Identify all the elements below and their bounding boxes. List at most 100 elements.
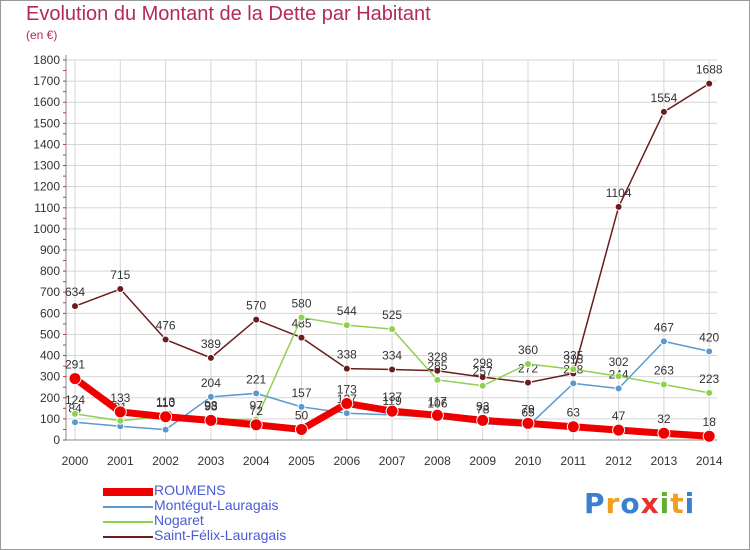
data-point bbox=[614, 384, 623, 393]
data-label: 173 bbox=[337, 382, 357, 396]
x-tick-label: 2000 bbox=[62, 454, 89, 468]
data-point bbox=[524, 360, 532, 368]
data-label: 113 bbox=[156, 395, 175, 409]
data-label: 47 bbox=[612, 409, 626, 423]
brand-letter: o bbox=[620, 487, 641, 520]
legend-swatch-montegut bbox=[103, 506, 153, 508]
y-tick-label: 1800 bbox=[33, 53, 60, 67]
data-label: 1104 bbox=[606, 186, 632, 200]
y-tick-label: 1100 bbox=[34, 201, 60, 215]
x-tick-label: 2002 bbox=[152, 454, 179, 468]
data-point bbox=[659, 380, 668, 389]
x-tick-label: 2003 bbox=[198, 454, 225, 468]
data-point bbox=[71, 409, 79, 418]
y-tick-label: 1200 bbox=[33, 180, 60, 194]
data-point bbox=[71, 418, 79, 427]
data-point bbox=[569, 365, 578, 374]
data-label: 79 bbox=[521, 402, 535, 416]
data-point bbox=[612, 423, 626, 437]
x-tick-label: 2011 bbox=[560, 454, 586, 468]
data-point bbox=[569, 379, 578, 388]
data-point bbox=[71, 302, 79, 311]
y-tick-label: 100 bbox=[40, 412, 60, 426]
y-tick-label: 800 bbox=[40, 264, 60, 278]
data-point bbox=[342, 321, 351, 330]
data-label: 63 bbox=[567, 406, 581, 420]
data-label: 1554 bbox=[651, 91, 678, 105]
x-tick-label: 2012 bbox=[605, 454, 632, 468]
data-point bbox=[705, 388, 714, 397]
brand-letter: i bbox=[659, 487, 671, 520]
data-point bbox=[614, 202, 623, 211]
y-tick-label: 1700 bbox=[33, 74, 60, 88]
y-tick-label: 500 bbox=[40, 327, 60, 341]
data-point bbox=[659, 107, 668, 116]
data-label: 221 bbox=[246, 372, 266, 386]
x-tick-label: 2007 bbox=[379, 454, 406, 468]
data-label: 328 bbox=[427, 350, 447, 364]
legend-label-nogaret: Nogaret bbox=[154, 512, 204, 528]
data-point bbox=[614, 372, 623, 381]
brand-letter: i bbox=[684, 487, 696, 520]
data-label: 97 bbox=[250, 399, 264, 413]
data-point bbox=[566, 420, 580, 434]
legend-label-roumens: ROUMENS bbox=[154, 482, 226, 498]
data-point bbox=[206, 353, 215, 362]
data-label: 50 bbox=[295, 408, 309, 422]
data-label: 204 bbox=[201, 376, 221, 390]
data-point bbox=[433, 366, 442, 375]
data-point bbox=[659, 337, 668, 346]
data-point bbox=[161, 425, 170, 434]
data-point bbox=[68, 372, 82, 386]
legend-swatch-nogaret bbox=[103, 521, 153, 523]
data-point bbox=[249, 418, 263, 432]
data-point bbox=[297, 402, 306, 411]
data-point bbox=[295, 422, 308, 436]
data-point bbox=[705, 347, 714, 356]
data-label: 570 bbox=[246, 299, 266, 313]
brand-letter: P bbox=[584, 487, 606, 520]
data-label: 389 bbox=[201, 337, 221, 351]
data-label: 580 bbox=[291, 297, 311, 311]
data-label: 65 bbox=[521, 405, 535, 419]
data-label: 78 bbox=[476, 403, 490, 417]
data-label: 298 bbox=[473, 356, 493, 370]
y-tick-label: 600 bbox=[40, 306, 60, 320]
data-point bbox=[297, 313, 306, 322]
data-point bbox=[478, 373, 487, 382]
x-tick-label: 2008 bbox=[424, 454, 451, 468]
data-point bbox=[385, 404, 399, 418]
data-label: 467 bbox=[654, 320, 674, 334]
data-label: 291 bbox=[65, 358, 85, 372]
data-point bbox=[342, 364, 351, 373]
data-label: 93 bbox=[204, 399, 218, 413]
data-point bbox=[521, 416, 535, 430]
y-tick-label: 1400 bbox=[33, 137, 60, 151]
data-point bbox=[204, 413, 218, 427]
data-label: 18 bbox=[703, 415, 717, 429]
data-label: 315 bbox=[563, 353, 583, 367]
data-label: 119 bbox=[383, 394, 402, 408]
legend-swatch-saint-felix bbox=[103, 536, 153, 538]
data-label: 117 bbox=[428, 394, 447, 408]
data-label: 223 bbox=[699, 372, 719, 386]
data-label: 106 bbox=[427, 397, 447, 411]
y-tick-label: 200 bbox=[40, 391, 60, 405]
data-label: 715 bbox=[110, 268, 130, 282]
y-tick-label: 1500 bbox=[33, 116, 60, 130]
data-label: 302 bbox=[609, 355, 629, 369]
data-label: 133 bbox=[110, 391, 130, 405]
data-label: 157 bbox=[291, 386, 311, 400]
data-point bbox=[433, 375, 442, 384]
legend-label-saint-felix: Saint-Félix-Lauragais bbox=[154, 527, 287, 543]
y-tick-label: 1600 bbox=[33, 95, 60, 109]
data-point bbox=[116, 285, 125, 294]
data-label: 32 bbox=[657, 412, 671, 426]
y-tick-label: 900 bbox=[40, 243, 60, 257]
x-tick-label: 2009 bbox=[469, 454, 496, 468]
data-point bbox=[476, 413, 490, 427]
data-point bbox=[388, 325, 397, 334]
legend-swatch-roumens bbox=[103, 488, 153, 496]
data-label: 476 bbox=[156, 319, 176, 333]
